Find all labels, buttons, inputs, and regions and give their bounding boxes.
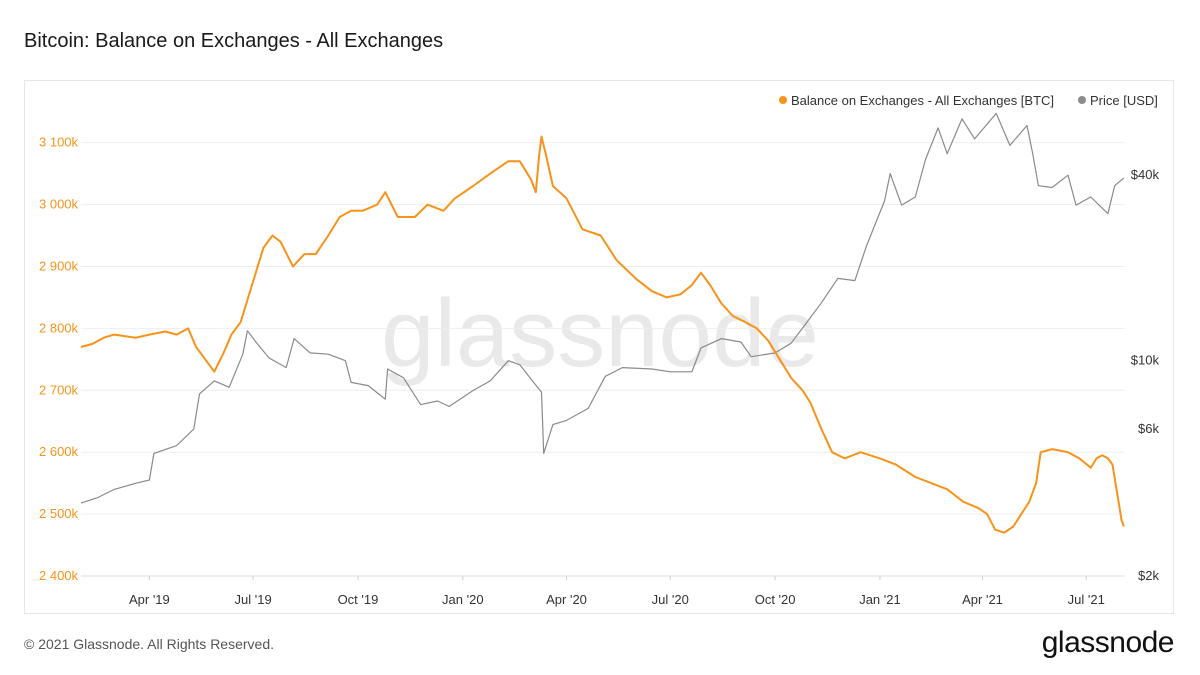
x-tick-label: Jul '20 — [652, 592, 689, 607]
balance-series-line — [80, 135, 1125, 534]
watermark: glassnode — [381, 280, 819, 387]
y-left-tick-label: 2 800k — [39, 320, 79, 335]
x-tick-label: Oct '20 — [755, 592, 796, 607]
y-right-tick-label: $6k — [1138, 421, 1159, 436]
legend-label-price: Price [USD] — [1090, 93, 1158, 108]
chart-title: Bitcoin: Balance on Exchanges - All Exch… — [24, 30, 444, 52]
x-axis: Apr '19 Jul '19 Oct '19 Jan '20 Apr '20 Jul '… — [81, 575, 1125, 607]
y-left-tick-label: 2 500k — [39, 506, 79, 521]
legend-item-balance[interactable]: Balance on Exchanges - All Exchanges [BT… — [779, 93, 1054, 108]
x-tick-label: Jul '19 — [235, 592, 272, 607]
series-group — [80, 112, 1125, 534]
x-tick-label: Oct '19 — [338, 592, 379, 607]
y-left-tick-label: 3 100k — [39, 135, 79, 150]
y-left-tick-label: 3 000k — [39, 197, 79, 212]
y-left-tick-label: 2 600k — [39, 444, 79, 459]
x-tick-label: Apr '19 — [129, 592, 170, 607]
y-left-axis: 3 100k 3 000k 2 900k 2 800k 2 700k 2 600k 2 50… — [39, 135, 79, 583]
x-tick-label: Jan '20 — [442, 592, 484, 607]
chart-frame: glassnode 3 100k 3 000k 2 900k 2 800k 2 700k… — [24, 80, 1174, 614]
y-right-axis: $40k $10k $6k $2k — [1131, 167, 1160, 583]
glassnode-logo[interactable]: glassnode — [1041, 626, 1175, 659]
legend-dot-balance — [779, 96, 787, 104]
x-tick-label: Apr '21 — [962, 592, 1003, 607]
y-right-tick-label: $2k — [1138, 568, 1159, 583]
x-tick-label: Apr '20 — [546, 592, 587, 607]
y-left-tick-label: 2 400k — [39, 568, 79, 583]
y-right-tick-label: $10k — [1131, 353, 1160, 368]
copyright-text: © 2021 Glassnode. All Rights Reserved. — [24, 636, 275, 652]
x-tick-label: Jul '21 — [1068, 592, 1105, 607]
x-tick-label: Jan '21 — [859, 592, 901, 607]
legend-label-balance: Balance on Exchanges - All Exchanges [BT… — [791, 93, 1054, 108]
y-right-tick-label: $40k — [1131, 167, 1160, 182]
y-left-tick-label: 2 900k — [39, 258, 79, 273]
legend: Price [USD] Balance on Exchanges - All Ex… — [779, 93, 1158, 108]
chart-svg: glassnode 3 100k 3 000k 2 900k 2 800k 2 700k… — [39, 93, 1160, 607]
legend-dot-price — [1078, 96, 1086, 104]
price-series-line — [80, 112, 1125, 504]
legend-item-price[interactable]: Price [USD] — [1078, 93, 1158, 108]
y-left-tick-label: 2 700k — [39, 382, 79, 397]
grid-lines — [81, 142, 1125, 577]
